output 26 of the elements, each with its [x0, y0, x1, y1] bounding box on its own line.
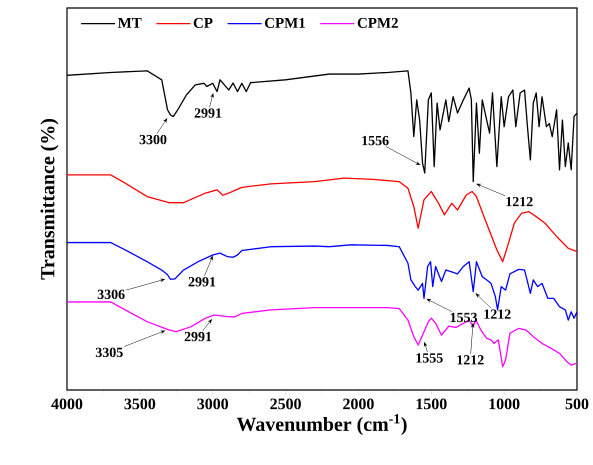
x-tick-label: 1000 — [489, 398, 520, 410]
annotation: 1555 — [416, 353, 443, 363]
annotation: 2991 — [194, 108, 222, 118]
legend-label: CPM1 — [264, 18, 305, 28]
annotation: 2991 — [188, 277, 216, 286]
legend-label: CP — [194, 18, 213, 28]
x-tick-label: 4000 — [51, 398, 82, 410]
annotation: 1556 — [362, 136, 389, 146]
annotation: 1212 — [484, 309, 511, 319]
annotation: 3300 — [140, 134, 166, 144]
x-tick-label: 1500 — [416, 398, 447, 410]
x-tick-label: 3000 — [197, 398, 228, 410]
annotation: 3305 — [96, 348, 123, 358]
annotation: 1212 — [457, 355, 484, 364]
legend-label: MT — [118, 18, 142, 28]
annotation: 3306 — [98, 290, 125, 300]
legend-label: CPM2 — [358, 18, 398, 28]
x-tick-label: 2000 — [343, 398, 374, 410]
annotation: 2991 — [184, 332, 212, 342]
x-tick-label: 500 — [566, 398, 588, 410]
y-axis-title: Transmittance (%) — [40, 119, 58, 280]
x-axis-title: Wavenumber (cm$^{-1}$) — [236, 414, 407, 436]
x-tick-label: 3500 — [124, 398, 156, 410]
annotation: 1212 — [506, 196, 533, 206]
annotation: 1553 — [450, 312, 478, 322]
x-tick-label: 2500 — [270, 398, 301, 410]
